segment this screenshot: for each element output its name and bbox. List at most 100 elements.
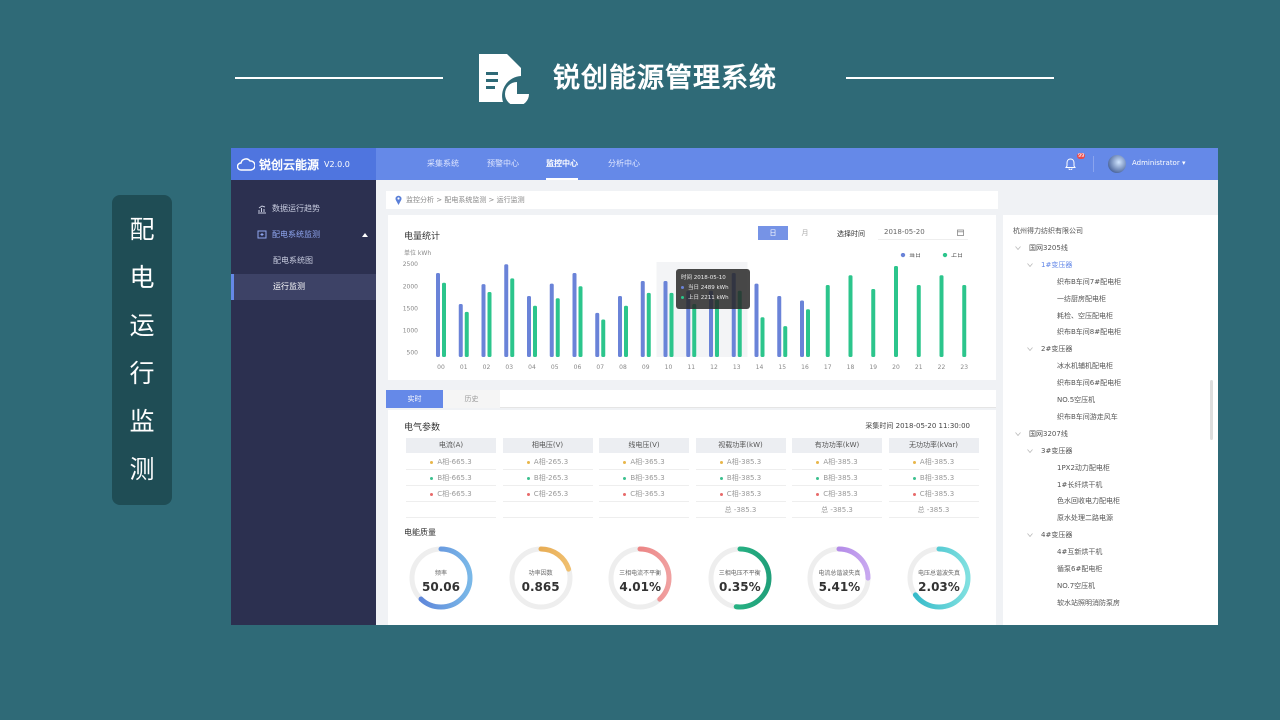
gauge-ring: [608, 546, 672, 610]
tree-node-label: 4#变压器: [1041, 531, 1073, 540]
tree-node[interactable]: 软水站照明消防泵房: [1057, 598, 1120, 608]
tree-node[interactable]: 1#变压器: [1027, 260, 1072, 270]
x-tick-label: 22: [938, 364, 946, 371]
legend-dot: [681, 296, 684, 299]
cell-value: A相-385.3: [823, 458, 858, 466]
bar-today: [618, 296, 622, 357]
tab-realtime[interactable]: 实时: [386, 390, 443, 408]
tree-node-label: 织布B车间游走风车: [1057, 412, 1118, 421]
side-label-char: 监: [129, 407, 155, 436]
tree-node[interactable]: 耗检、空压配电柜: [1057, 311, 1113, 321]
user-menu[interactable]: Administrator ▾: [1132, 159, 1185, 167]
tree-node[interactable]: 一纺厨房配电柜: [1057, 294, 1106, 304]
x-tick-label: 14: [756, 364, 764, 371]
phase-dot: [816, 492, 820, 496]
tree-node[interactable]: NO.7空压机: [1057, 581, 1095, 591]
bar-yesterday: [442, 282, 446, 357]
tree-node-label: 杭州得力纺织有限公司: [1013, 227, 1083, 235]
phase-dot: [623, 476, 627, 480]
phase-dot: [912, 492, 916, 496]
table-cell: [406, 502, 496, 518]
tab-bar: 实时 历史: [386, 390, 996, 408]
table-cell: 总 -385.3: [792, 502, 882, 518]
monitor-icon: [257, 230, 267, 239]
chevron-down-icon: [1015, 246, 1021, 251]
table-cell: C相-365.3: [599, 486, 689, 502]
table-cell: [502, 502, 593, 518]
tree-node[interactable]: 3#变压器: [1027, 446, 1072, 456]
nav-collect[interactable]: 采集系统: [427, 159, 459, 168]
bar-yesterday: [487, 292, 492, 357]
tab-history[interactable]: 历史: [443, 390, 500, 408]
table-cell: C相-385.3: [888, 486, 979, 502]
scrollbar[interactable]: [1210, 380, 1213, 440]
gauge-arc: [509, 546, 573, 610]
gauge-label: 三相电压不平衡: [718, 570, 761, 577]
bell-icon[interactable]: [1065, 158, 1076, 170]
document-chart-icon: [479, 54, 529, 104]
x-tick-label: 13: [733, 364, 741, 371]
y-tick-label: 1500: [403, 305, 418, 312]
tree-node[interactable]: 4#变压器: [1027, 530, 1072, 540]
tab-month[interactable]: 月: [801, 229, 809, 237]
x-tick-label: 06: [574, 364, 582, 371]
x-tick-label: 15: [778, 364, 786, 371]
cell-value: C相-665.3: [437, 490, 472, 498]
x-tick-label: 09: [642, 364, 650, 371]
table-cell: C相-265.3: [502, 486, 593, 502]
tree-node[interactable]: 杭州得力纺织有限公司: [1013, 226, 1083, 236]
avatar[interactable]: [1108, 155, 1126, 173]
sidebar-item-diagram[interactable]: 配电系统图: [273, 256, 313, 265]
notification-badge: 99: [1077, 153, 1086, 159]
date-input[interactable]: 2018-05-20: [878, 225, 968, 240]
x-tick-label: 11: [687, 364, 695, 371]
tree-node[interactable]: 织布B车间游走风车: [1057, 412, 1118, 422]
cell-value: B相-385.3: [823, 474, 858, 482]
tree-node[interactable]: 原水处理二路电源: [1057, 513, 1113, 523]
sidebar-item-monitor[interactable]: 配电系统监测: [231, 222, 376, 248]
tree-node[interactable]: 织布B车间7#配电柜: [1057, 277, 1121, 287]
table-cell: B相-365.3: [599, 470, 689, 486]
version: V2.0.0: [324, 159, 350, 169]
tree-node[interactable]: 冰水机辅机配电柜: [1057, 361, 1113, 371]
tree-node[interactable]: 织布B车间8#配电柜: [1057, 327, 1121, 337]
sidebar-item-running[interactable]: 运行监测: [231, 274, 376, 300]
phase-dot: [430, 476, 434, 480]
tree-node-label: 3#变压器: [1041, 446, 1073, 455]
legend-label: 上日: [951, 253, 963, 259]
table-cell: B相-385.3: [695, 470, 786, 486]
tree-node[interactable]: 1PX2动力配电柜: [1057, 463, 1110, 473]
phase-dot: [719, 460, 723, 464]
x-tick-label: 00: [437, 364, 445, 371]
tree-node[interactable]: 2#变压器: [1027, 344, 1072, 354]
tree-node[interactable]: 色水回收电力配电柜: [1057, 496, 1120, 506]
chevron-down-icon: [1015, 432, 1021, 436]
tab-day[interactable]: 日: [758, 226, 788, 240]
tree-node[interactable]: 织布B车间6#配电柜: [1057, 378, 1121, 388]
sidebar-item-trend[interactable]: 数据运行趋势: [231, 196, 376, 222]
sidebar: 数据运行趋势 配电系统监测 配电系统图 运行监测: [231, 180, 376, 625]
table-cell: B相-385.3: [792, 470, 882, 486]
table-cell: 总 -385.3: [888, 502, 979, 518]
tree-node-label: 原水处理二路电源: [1057, 514, 1113, 523]
x-tick-label: 17: [824, 364, 832, 371]
gauge-ring: [708, 546, 772, 610]
tree-node[interactable]: 国网3205线: [1015, 243, 1068, 253]
app-screenshot: 锐创云能源 V2.0.0 采集系统 预警中心 监控中心 分析中心 99 Admin…: [231, 148, 1218, 625]
gauge-label: 电压总谐波失真: [917, 570, 960, 577]
cell-value: A相-365.3: [630, 458, 665, 466]
tree-node[interactable]: 循泵6#配电柜: [1057, 564, 1102, 574]
brand-logo[interactable]: 锐创云能源 V2.0.0: [231, 148, 376, 180]
column-header: 电流(A): [406, 438, 496, 453]
tree-node[interactable]: 4#互新烘干机: [1057, 547, 1102, 557]
nav-alert[interactable]: 预警中心: [487, 159, 519, 168]
bar-yesterday: [916, 284, 921, 357]
bar-yesterday: [464, 311, 469, 357]
tree-node-label: NO.7空压机: [1057, 581, 1096, 590]
nav-analysis[interactable]: 分析中心: [608, 159, 640, 168]
tree-node[interactable]: 1#长纤烘干机: [1057, 480, 1102, 490]
tree-node[interactable]: NO.5空压机: [1057, 395, 1095, 405]
tree-node[interactable]: 国网3207线: [1015, 429, 1068, 439]
nav-monitor[interactable]: 监控中心: [546, 148, 578, 180]
table-cell: A相-385.3: [695, 454, 786, 470]
